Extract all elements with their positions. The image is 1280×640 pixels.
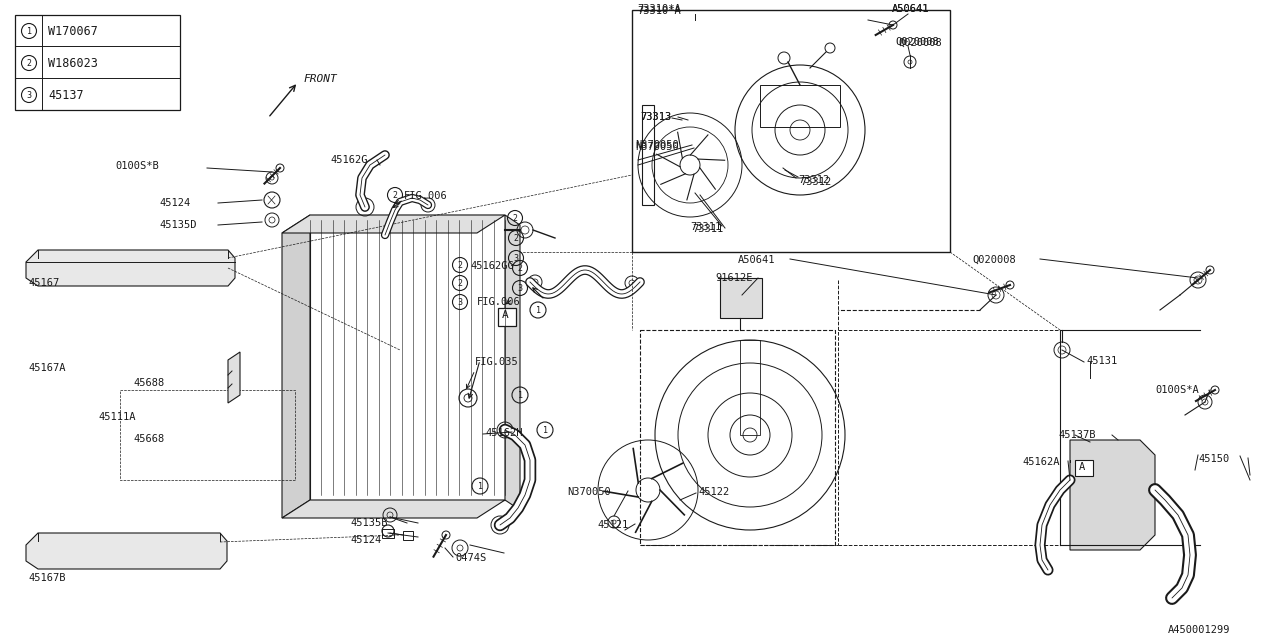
Text: 2: 2: [517, 264, 522, 273]
Text: 1: 1: [543, 426, 548, 435]
Text: 45135D: 45135D: [159, 220, 197, 230]
Text: 73311: 73311: [692, 224, 723, 234]
Text: 73311: 73311: [690, 222, 721, 232]
Text: 73310*A: 73310*A: [637, 6, 681, 16]
Text: Q020008: Q020008: [972, 255, 1016, 265]
Text: 45137B: 45137B: [1059, 430, 1096, 440]
Text: 73312: 73312: [800, 177, 831, 187]
Text: 73312: 73312: [797, 175, 829, 185]
Text: 2: 2: [513, 234, 518, 243]
Text: N370050: N370050: [635, 142, 678, 152]
Text: 2: 2: [457, 278, 462, 287]
Polygon shape: [721, 278, 762, 318]
Text: 73313: 73313: [640, 112, 671, 122]
Text: Q020008: Q020008: [895, 37, 938, 47]
Text: 1: 1: [517, 390, 522, 399]
Text: 3: 3: [27, 90, 32, 99]
Text: FIG.006: FIG.006: [477, 297, 521, 307]
Bar: [120, 390, 294, 480]
Text: 2: 2: [393, 191, 398, 200]
Text: W170067: W170067: [49, 24, 97, 38]
Text: A50641: A50641: [892, 4, 929, 14]
Text: 0474S: 0474S: [454, 553, 486, 563]
Text: 73313: 73313: [640, 112, 671, 122]
Text: 45122: 45122: [698, 487, 730, 497]
Text: 73310*A: 73310*A: [637, 4, 681, 14]
Text: 3: 3: [517, 284, 522, 292]
Text: 0100S*B: 0100S*B: [115, 161, 159, 171]
Text: 45167: 45167: [28, 278, 59, 288]
Text: N370050: N370050: [567, 487, 611, 497]
Bar: [498, 308, 516, 326]
Text: A50641: A50641: [892, 4, 929, 14]
Text: A450001299: A450001299: [1169, 625, 1230, 635]
Text: 2: 2: [457, 260, 462, 269]
Text: 1: 1: [535, 305, 540, 314]
Polygon shape: [506, 215, 520, 510]
Text: 45150: 45150: [1198, 454, 1229, 464]
Text: 2: 2: [27, 58, 32, 67]
Text: 45137: 45137: [49, 88, 83, 102]
Text: A: A: [1079, 462, 1085, 472]
Text: A50641: A50641: [739, 255, 776, 265]
Text: A: A: [502, 310, 508, 320]
Polygon shape: [26, 250, 236, 286]
Text: 2: 2: [512, 214, 517, 223]
Text: 45167B: 45167B: [28, 573, 65, 583]
Polygon shape: [282, 215, 506, 233]
Text: N370050: N370050: [635, 140, 678, 150]
Text: 3: 3: [513, 253, 518, 262]
Text: FRONT: FRONT: [303, 74, 337, 84]
Polygon shape: [282, 215, 310, 518]
Text: 1: 1: [27, 26, 32, 35]
Bar: [381, 529, 394, 538]
Polygon shape: [26, 533, 227, 569]
Text: FIG.006: FIG.006: [404, 191, 448, 201]
Polygon shape: [228, 352, 241, 403]
Text: FIG.035: FIG.035: [475, 357, 518, 367]
Text: 45162H: 45162H: [485, 428, 522, 438]
Text: 45135B: 45135B: [349, 518, 388, 528]
Bar: [1075, 460, 1093, 476]
Text: 45111A: 45111A: [99, 412, 136, 422]
Text: Q020008: Q020008: [899, 38, 942, 48]
Text: 0100S*A: 0100S*A: [1155, 385, 1199, 395]
Bar: [643, 105, 654, 205]
Text: 45668: 45668: [133, 434, 164, 444]
Text: 3: 3: [457, 298, 462, 307]
Bar: [403, 531, 413, 540]
Text: 1: 1: [477, 481, 483, 490]
Text: 45121: 45121: [596, 520, 628, 530]
Text: 45124: 45124: [159, 198, 191, 208]
Text: 45162A: 45162A: [1021, 457, 1060, 467]
Polygon shape: [282, 500, 506, 518]
Text: 45124: 45124: [349, 535, 381, 545]
Bar: [15, 15, 180, 110]
Text: 91612E: 91612E: [716, 273, 753, 283]
Text: 45162G: 45162G: [330, 155, 367, 165]
Bar: [760, 85, 840, 127]
Text: 45167A: 45167A: [28, 363, 65, 373]
Bar: [632, 10, 950, 252]
Text: W186023: W186023: [49, 56, 97, 70]
Text: 45162GG: 45162GG: [470, 261, 513, 271]
Text: 45688: 45688: [133, 378, 164, 388]
Bar: [740, 340, 760, 435]
Text: 45131: 45131: [1085, 356, 1117, 366]
Polygon shape: [1070, 440, 1155, 550]
